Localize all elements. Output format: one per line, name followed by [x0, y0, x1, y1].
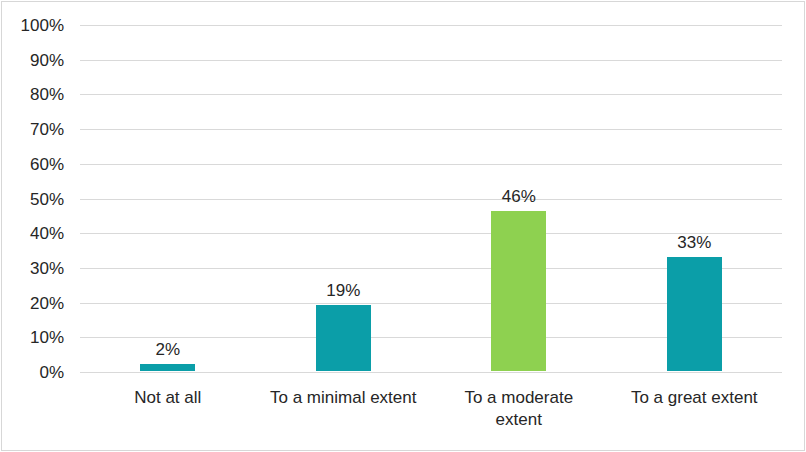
y-tick-label: 20% [0, 294, 64, 311]
value-label: 2% [155, 341, 180, 358]
y-tick-label: 90% [0, 51, 64, 68]
value-label: 19% [326, 282, 360, 299]
bar [491, 211, 546, 371]
y-tick-label: 60% [0, 155, 64, 172]
value-label: 46% [502, 188, 536, 205]
y-tick-label: 70% [0, 121, 64, 138]
gridline [80, 199, 782, 200]
y-tick-label: 80% [0, 86, 64, 103]
gridline [80, 372, 782, 373]
gridline [80, 129, 782, 130]
bar-chart: 0% 10% 20% 30% 40% 50% 60% 70% 80% 90% 100% 2% 19% 4… [0, 0, 806, 452]
y-tick-label: 0% [0, 364, 64, 381]
category-label: To a minimal extent [256, 387, 432, 409]
y-tick-label: 10% [0, 329, 64, 346]
gridline [80, 94, 782, 95]
gridline [80, 60, 782, 61]
y-tick-label: 30% [0, 259, 64, 276]
gridline [80, 25, 782, 26]
y-tick-label: 100% [0, 17, 64, 34]
y-tick-label: 40% [0, 225, 64, 242]
category-label: To a moderate extent [431, 387, 607, 431]
gridline [80, 164, 782, 165]
plot-area: 2% 19% 46% 33% [80, 25, 782, 372]
y-tick-label: 50% [0, 190, 64, 207]
bar [140, 364, 195, 371]
bar [316, 305, 371, 371]
category-label: To a great extent [607, 387, 783, 409]
category-label: Not at all [80, 387, 256, 409]
value-label: 33% [677, 234, 711, 251]
bar [667, 257, 722, 372]
